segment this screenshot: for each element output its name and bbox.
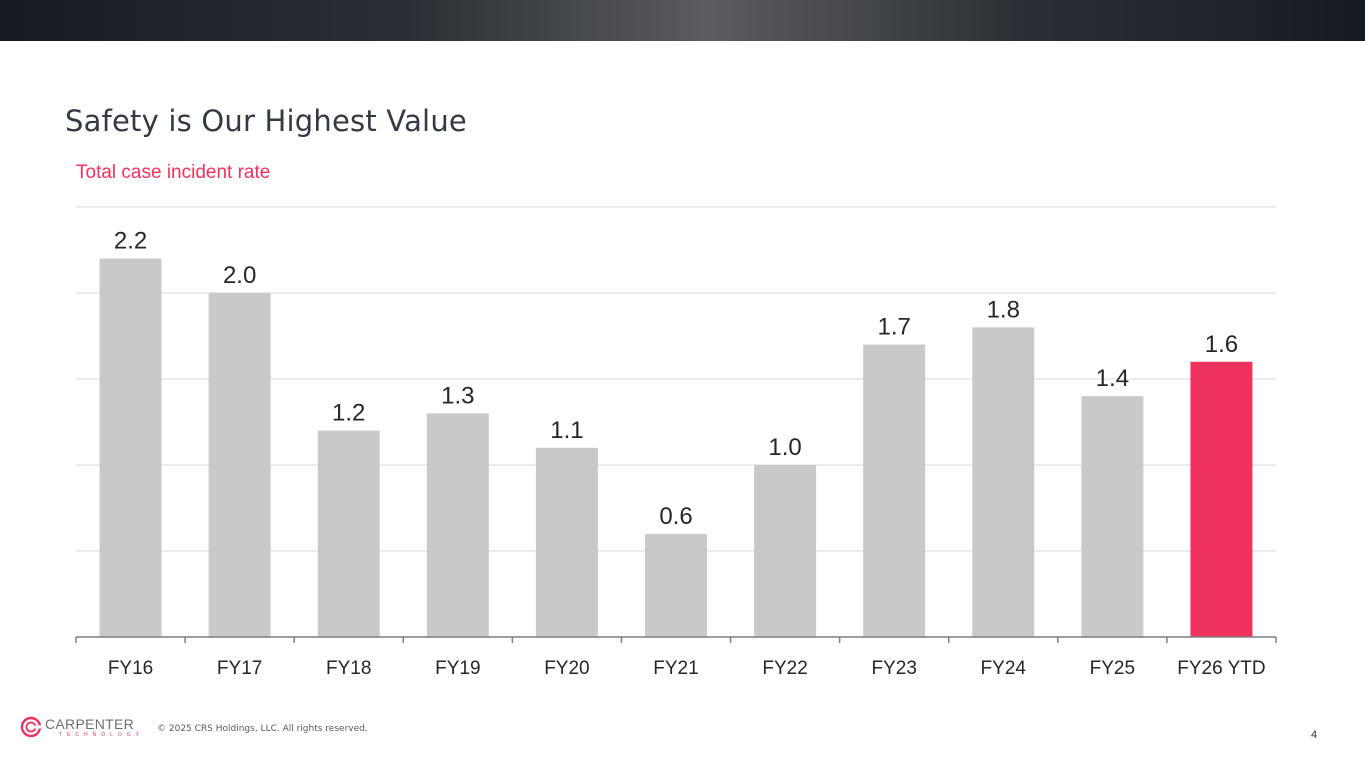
bar-fy21 <box>645 533 707 637</box>
data-label: 2.0 <box>223 262 256 289</box>
bar-fy26-ytd <box>1190 361 1253 637</box>
data-label: 2.2 <box>114 228 147 255</box>
data-label: 1.8 <box>987 296 1020 323</box>
x-tick-label: FY24 <box>981 658 1027 679</box>
logo-name: CARPENTER <box>45 715 135 732</box>
x-tick-label: FY26 YTD <box>1177 658 1265 679</box>
bar-fy22 <box>754 465 817 637</box>
bar-fy16 <box>99 258 162 637</box>
x-tick-label: FY19 <box>435 658 480 679</box>
bar-fy25 <box>1081 396 1144 637</box>
bar-fy20 <box>535 447 598 637</box>
data-label: 1.7 <box>877 314 910 341</box>
x-tick-label: FY17 <box>217 658 262 679</box>
x-tick-label: FY25 <box>1090 658 1135 679</box>
bar-chart: 2.2 FY16 2.0 FY17 1.2 FY18 1.3 FY19 1.1 FY20 0.6 FY… <box>75 206 1277 679</box>
data-label: 1.1 <box>550 417 583 444</box>
bar-fy17 <box>208 293 271 637</box>
bar-fy23 <box>863 344 926 637</box>
data-label: 1.0 <box>768 434 801 461</box>
x-tick-label: FY16 <box>108 658 153 679</box>
slide-title: Safety is Our Highest Value <box>65 104 467 138</box>
logo-tagline: TECHNOLOGY <box>59 731 145 738</box>
data-label: 1.6 <box>1205 331 1238 358</box>
x-tick-label: FY21 <box>653 658 698 679</box>
company-logo: CARPENTER TECHNOLOGY <box>20 716 144 738</box>
x-tick-label: FY22 <box>762 658 807 679</box>
bar-fy24 <box>972 327 1035 637</box>
x-tick-label: FY18 <box>326 658 371 679</box>
copyright-text: © 2025 CRS Holdings, LLC. All rights res… <box>157 724 368 734</box>
data-label: 1.4 <box>1096 365 1129 392</box>
x-tick-label: FY20 <box>544 658 589 679</box>
data-label: 1.2 <box>332 400 365 427</box>
data-label: 1.3 <box>441 382 474 409</box>
bar-fy18 <box>317 430 380 637</box>
header-banner <box>0 0 1365 41</box>
x-tick-label: FY23 <box>871 658 916 679</box>
data-label: 0.6 <box>659 503 692 530</box>
logo-swirl-icon <box>20 716 42 738</box>
page-number: 4 <box>1311 729 1318 741</box>
chart-subtitle: Total case incident rate <box>76 162 271 183</box>
bar-fy19 <box>426 413 489 637</box>
